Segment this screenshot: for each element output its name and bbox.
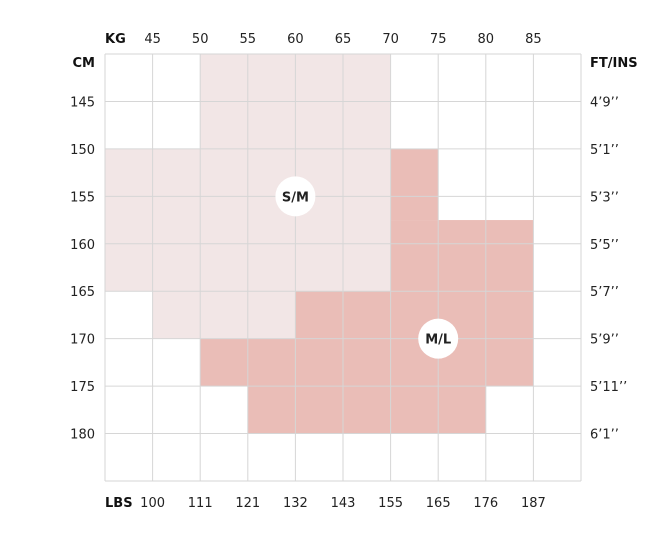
kg-tick-label: 80 [478,32,495,47]
ftin-tick-label: 5’3’’ [590,190,619,205]
kg-tick-label: 70 [382,32,399,47]
region-cell-1-3 [200,338,534,387]
kg-tick-label: 60 [287,32,304,47]
lbs-tick-label: 155 [378,496,403,511]
lbs-tick-label: 176 [473,496,498,511]
chart-grid [104,53,582,482]
ftin-axis-title: FT/INS [590,56,638,71]
cm-tick-label: 145 [70,95,95,110]
ftin-tick-label: 5’7’’ [590,285,619,300]
cm-axis-title: CM [73,56,95,71]
cm-tick-label: 180 [70,428,95,443]
size-badges: S/M M/L [275,176,459,359]
kg-axis-title: KG [105,32,126,47]
ftin-tick-label: 5’5’’ [590,238,619,253]
kg-tick-label: 55 [240,32,257,47]
size-badge-circle [275,176,316,217]
region-cell-0-2 [152,291,296,339]
lbs-tick-label: 100 [140,496,165,511]
region-cell-1-0 [390,148,439,221]
ftin-tick-label: 5’9’’ [590,333,619,348]
region-cell-1-1 [390,220,534,292]
cm-tick-label: 165 [70,285,95,300]
lbs-tick-label: 187 [521,496,546,511]
lbs-axis-title: LBS [105,496,133,511]
axis-labels: KG LBS CM FT/INS 45 50 55 60 65 70 75 80 85 100 11… [70,32,637,511]
cm-tick-label: 175 [70,380,95,395]
cm-tick-label: 150 [70,143,95,158]
size-badge-circle [418,318,459,359]
size-badge-label: M/L [425,333,451,348]
lbs-tick-label: 165 [426,496,451,511]
cm-tick-label: 160 [70,238,95,253]
ftin-tick-label: 6’1’’ [590,428,619,443]
region-cell-1-2 [295,291,534,339]
kg-tick-label: 85 [525,32,542,47]
kg-tick-label: 50 [192,32,209,47]
lbs-tick-label: 143 [331,496,356,511]
ftin-tick-label: 4’9’’ [590,95,619,110]
lbs-tick-label: 121 [235,496,260,511]
lbs-tick-label: 132 [283,496,308,511]
region-cell-1-4 [247,386,486,434]
lbs-tick-label: 111 [188,496,213,511]
kg-tick-label: 65 [335,32,352,47]
cm-tick-label: 155 [70,190,95,205]
size-badge-label: S/M [282,190,309,205]
ftin-tick-label: 5’11’’ [590,380,627,395]
cm-tick-label: 170 [70,333,95,348]
kg-tick-label: 75 [430,32,447,47]
ftin-tick-label: 5’1’’ [590,143,619,158]
kg-tick-label: 45 [144,32,161,47]
